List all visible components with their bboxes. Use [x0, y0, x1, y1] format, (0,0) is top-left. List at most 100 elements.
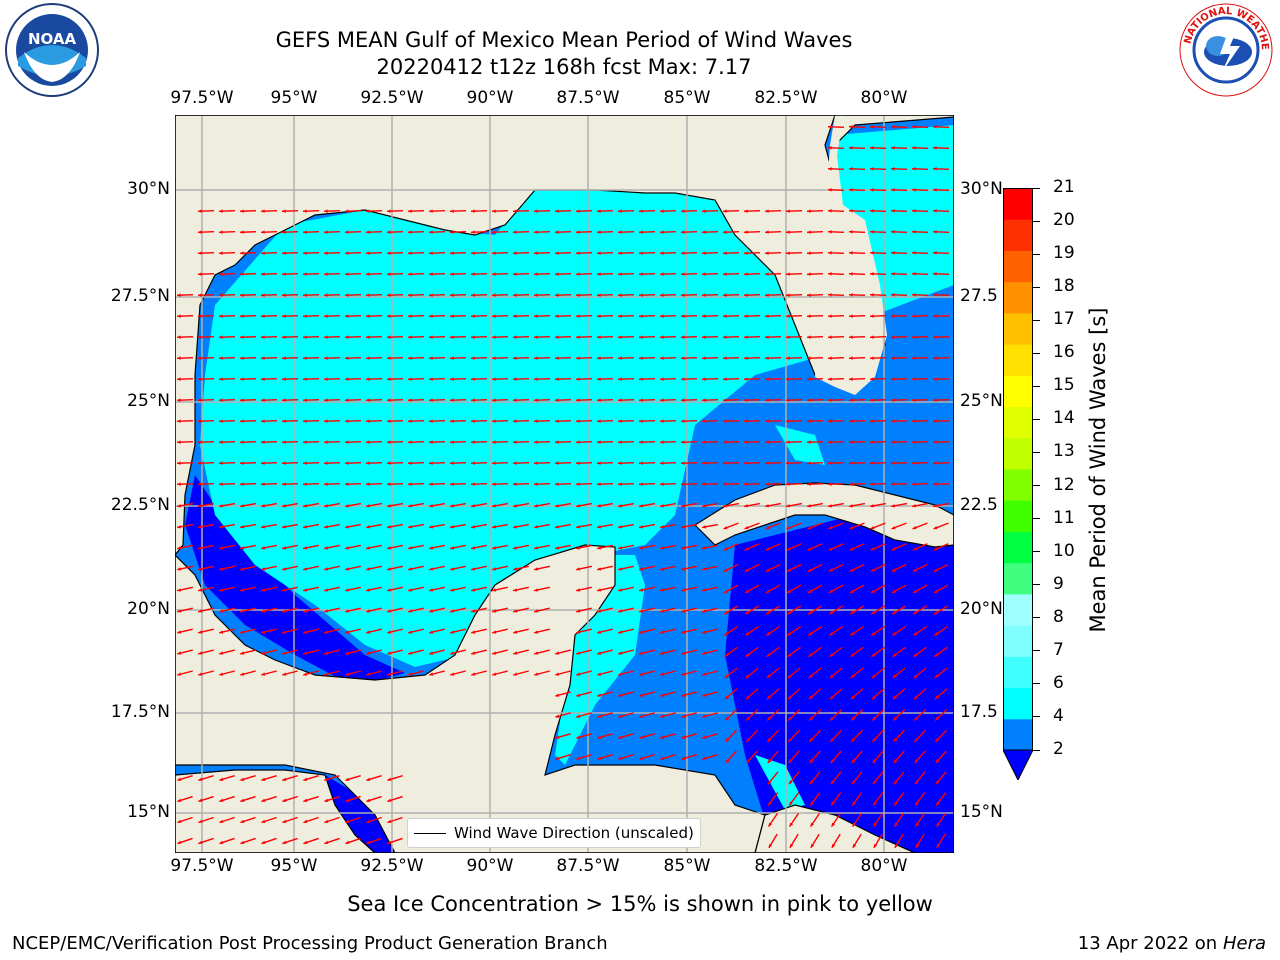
wind-arrow: [345, 502, 361, 508]
wind-arrow: [681, 691, 697, 697]
wind-arrow: [681, 544, 697, 550]
wind-arrow: [282, 774, 298, 782]
wind-arrow: [239, 398, 257, 402]
wind-arrow: [345, 649, 361, 655]
colorbar-tick-label: 11: [1053, 507, 1075, 528]
wind-arrow: [576, 502, 592, 508]
wind-arrow: [344, 356, 362, 360]
wind-arrow: [807, 584, 823, 594]
wind-arrow: [912, 502, 928, 508]
wind-arrow: [659, 377, 677, 381]
colorbar-segment: [1003, 375, 1033, 408]
lat-right-tick: 17.5: [960, 702, 998, 722]
lat-right-tick: 22.5: [960, 495, 998, 515]
wind-arrow: [177, 816, 193, 824]
colorbar-segment: [1003, 406, 1033, 439]
colorbar-tick-mark: [1033, 253, 1040, 255]
wind-arrow: [869, 272, 887, 276]
wind-arrow: [913, 667, 927, 679]
wind-arrow: [872, 771, 884, 785]
lon-bottom-tick: 80°W: [860, 856, 908, 876]
wind-arrow: [617, 482, 635, 486]
wind-arrow: [491, 230, 509, 234]
wind-arrow: [681, 712, 697, 718]
wind-arrow: [512, 230, 530, 234]
wind-arrow: [260, 293, 278, 297]
wind-arrow: [660, 712, 676, 718]
colorbar-tick-mark: [1033, 319, 1040, 321]
wind-arrow: [659, 293, 677, 297]
wind-arrow: [893, 792, 905, 806]
wind-arrow: [743, 272, 761, 276]
wind-arrow: [806, 398, 824, 402]
wind-arrow: [449, 356, 467, 360]
wind-arrow: [198, 586, 214, 592]
wind-arrow: [323, 293, 341, 297]
wind-arrow: [575, 461, 593, 465]
legend-label: Wind Wave Direction (unscaled): [454, 824, 694, 842]
wind-arrow: [176, 335, 194, 339]
wind-arrow: [450, 628, 466, 634]
wind-arrow: [533, 482, 551, 486]
colorbar-tick-label: 20: [1053, 210, 1075, 231]
wind-arrow: [872, 812, 884, 828]
wind-arrow: [914, 750, 926, 764]
colorbar-canvas: [1002, 188, 1034, 782]
wind-arrow: [722, 293, 740, 297]
wind-arrow: [745, 646, 759, 658]
wind-arrow: [407, 335, 425, 339]
wind-arrow: [366, 502, 382, 508]
wind-arrow: [787, 646, 801, 658]
wind-arrow: [387, 795, 403, 803]
wind-arrow: [807, 563, 823, 573]
wind-arrow: [830, 792, 842, 806]
wind-arrow: [618, 691, 634, 697]
wind-arrow: [218, 230, 236, 234]
wind-arrow: [386, 209, 404, 213]
wind-arrow: [491, 398, 509, 402]
wind-arrow: [512, 209, 530, 213]
wind-arrow: [303, 628, 319, 634]
wind-arrow: [765, 502, 781, 508]
wind-arrow: [827, 461, 845, 465]
wind-arrow: [933, 625, 949, 637]
wind-arrow: [660, 733, 676, 739]
wind-arrow: [449, 482, 467, 486]
wind-arrow: [745, 667, 759, 679]
wind-arrow: [745, 708, 759, 722]
wind-arrow: [766, 646, 780, 658]
wind-arrow: [387, 628, 403, 634]
wind-arrow: [891, 502, 907, 508]
wind-arrow: [788, 750, 800, 764]
wind-arrow: [219, 586, 235, 592]
wind-arrow: [345, 565, 361, 571]
wind-arrow: [701, 209, 719, 213]
wind-arrow: [639, 523, 655, 529]
wind-arrow: [744, 625, 760, 637]
wind-arrow: [723, 625, 739, 637]
wind-arrow: [218, 440, 236, 444]
wind-arrow: [890, 482, 908, 486]
wind-arrow: [743, 251, 761, 255]
wind-arrow: [597, 649, 613, 655]
wind-arrow: [534, 502, 550, 508]
wind-arrow: [239, 314, 257, 318]
wind-arrow: [638, 335, 656, 339]
wind-arrow: [218, 377, 236, 381]
wind-arrow: [869, 440, 887, 444]
wind-arrow: [555, 523, 571, 529]
wind-arrow: [344, 272, 362, 276]
wind-arrow: [638, 272, 656, 276]
wind-arrow: [680, 461, 698, 465]
wind-arrow: [239, 377, 257, 381]
wind-arrow: [512, 482, 530, 486]
wind-arrow: [914, 812, 926, 828]
wind-arrow: [491, 293, 509, 297]
wind-arrow: [894, 833, 904, 849]
wind-arrow: [575, 419, 593, 423]
wind-arrow: [555, 544, 571, 550]
wind-arrow: [765, 625, 781, 637]
wind-arrow: [744, 502, 760, 508]
wind-arrow: [767, 771, 779, 785]
wind-arrow: [575, 293, 593, 297]
